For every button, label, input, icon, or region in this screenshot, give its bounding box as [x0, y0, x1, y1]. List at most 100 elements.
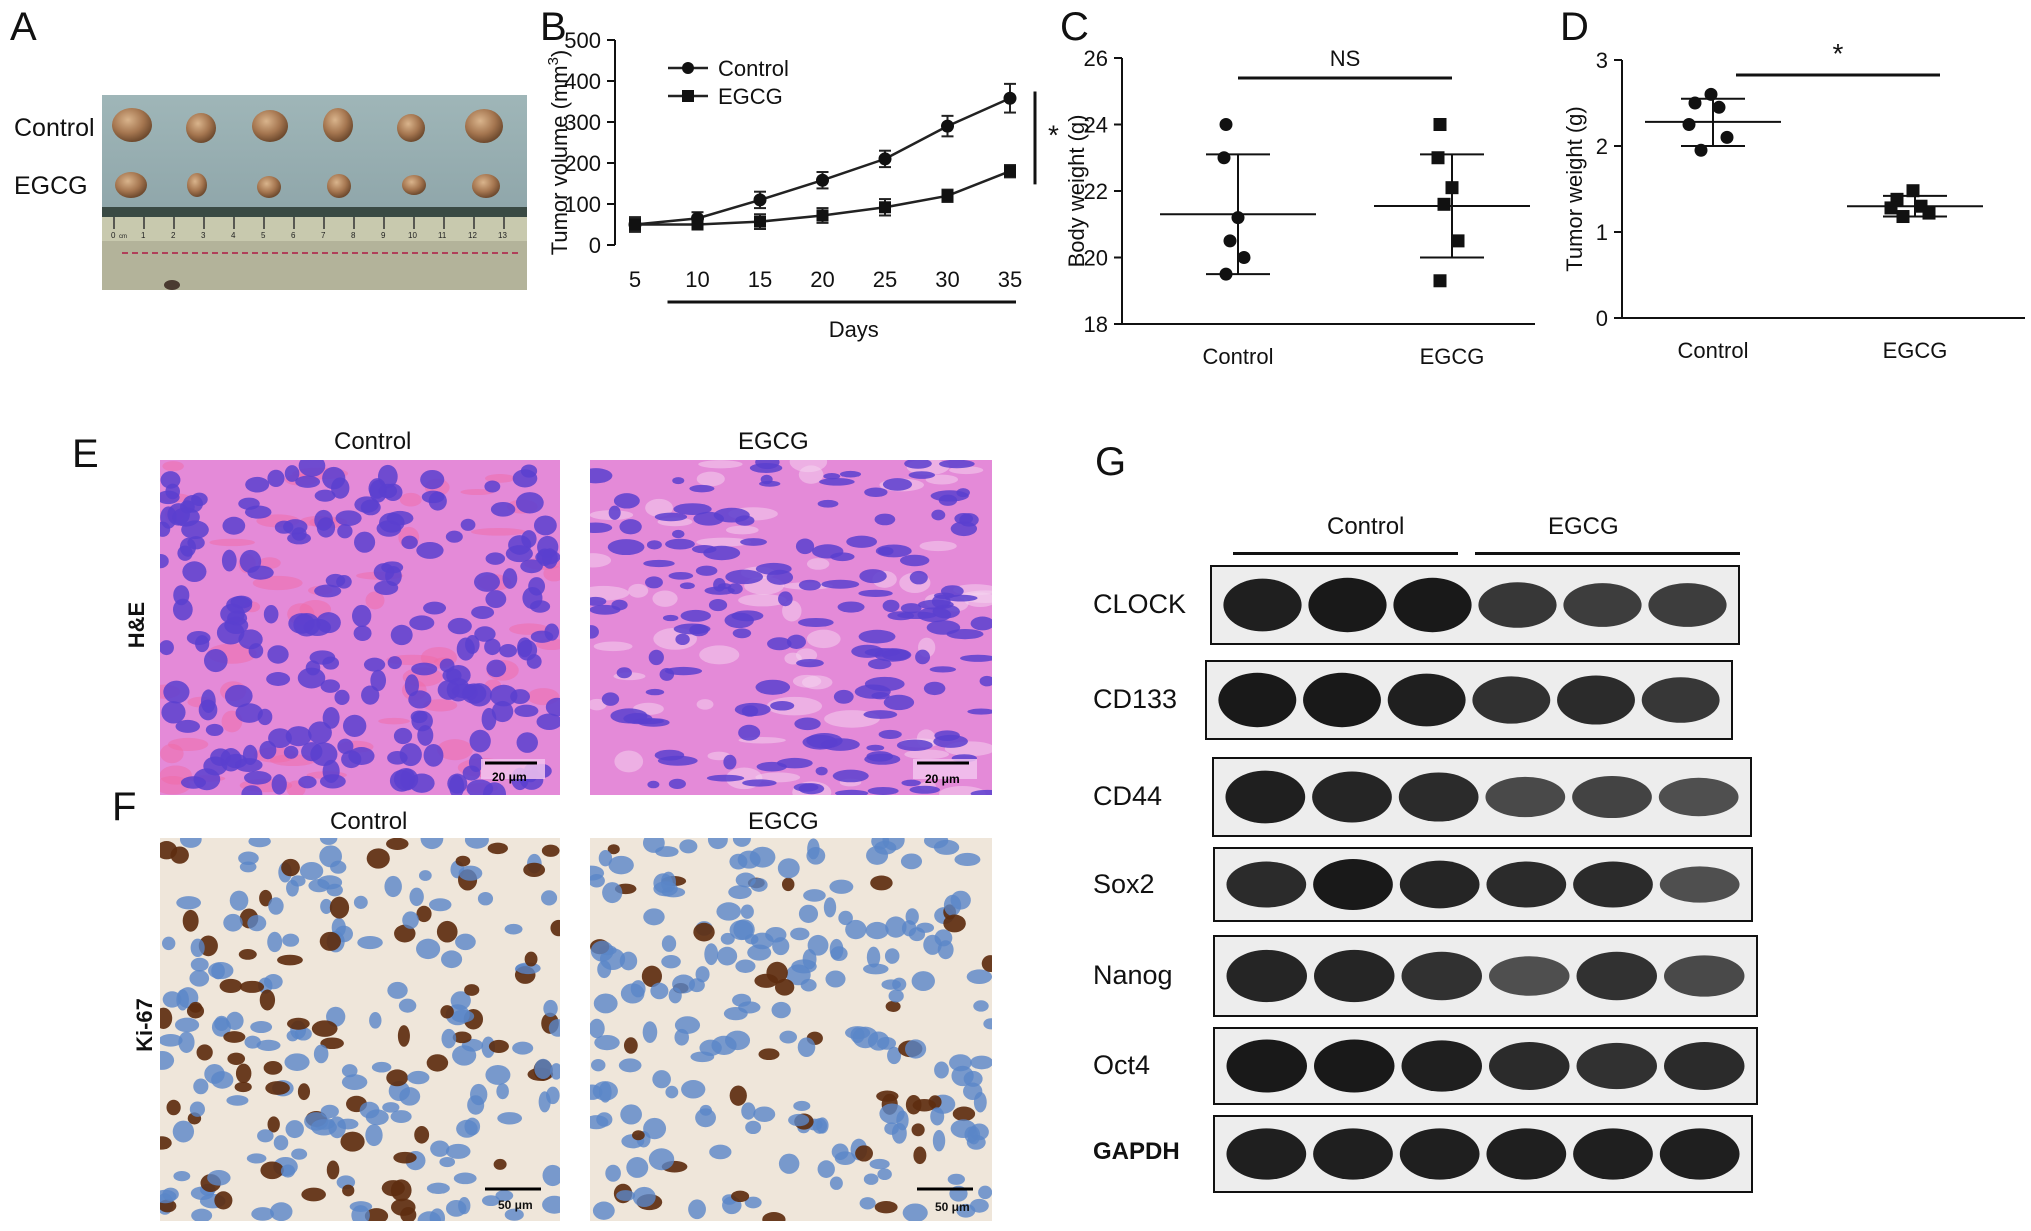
y-axis-label: Tumor volume (mm3): [545, 50, 572, 256]
blot-band: [1218, 672, 1297, 728]
y-tick-label: 18: [1084, 312, 1108, 337]
ruler-num-8: 8: [351, 231, 356, 240]
y-axis-label: Body weight (g): [1064, 115, 1089, 268]
data-point-egcg: [754, 215, 766, 228]
scale-bar-e-egcg-label: 20 μm: [925, 772, 960, 786]
blot-label-clock: CLOCK: [1093, 589, 1187, 619]
blot-band: [1401, 951, 1482, 1001]
ruler-num-4: 4: [231, 231, 236, 240]
blot-band: [1485, 776, 1566, 818]
ruler-num-5: 5: [261, 231, 266, 240]
data-point: [1219, 118, 1233, 131]
blot-band: [1489, 1042, 1570, 1090]
panel-b-chart: 0 100 200 300 400 500 5 10 15 20 25 30 35 Days Tumor v…: [545, 28, 1059, 342]
data-point-egcg: [691, 218, 704, 231]
tumor-photo: 0 cm 1 2 3 4 5 6 7 8 9 10 11 12 13: [102, 95, 527, 290]
data-point-egcg: [879, 201, 891, 214]
blot-band: [1399, 860, 1480, 909]
legend-marker: [682, 90, 694, 102]
y-tick-label: 0: [589, 233, 601, 258]
blot-band: [1223, 578, 1302, 632]
blot-strip-gapdh: [1213, 1115, 1753, 1193]
data-point-control: [816, 173, 829, 187]
panel-label-f: F: [112, 785, 137, 829]
blot-strip-sox2: [1213, 847, 1753, 922]
significance-label: NS: [1330, 46, 1361, 71]
blot-band: [1641, 677, 1720, 723]
panel-f-row-label: Ki-67: [131, 998, 157, 1052]
blot-band: [1659, 1128, 1740, 1180]
ruler-num-13: 13: [498, 231, 507, 240]
y-tick-label: 0: [1596, 306, 1608, 331]
x-tick-label: 5: [629, 267, 641, 292]
ruler-num-11: 11: [438, 231, 447, 240]
ruler-ticks: [113, 217, 505, 229]
data-point: [1231, 211, 1245, 225]
data-point-egcg: [629, 218, 641, 231]
group-line-control: [1233, 552, 1458, 555]
y-tick-label: 300: [564, 110, 601, 135]
blot-label-gapdh: GAPDH: [1093, 1138, 1180, 1165]
significance-label: *: [1833, 38, 1844, 69]
x-tick-label: 15: [748, 267, 772, 292]
data-point-control: [941, 119, 954, 133]
blot-band: [1576, 951, 1657, 1001]
blot-band: [1398, 772, 1479, 822]
x-axis-label: Days: [829, 317, 879, 342]
data-point-egcg: [941, 189, 954, 202]
data-point: [1720, 130, 1734, 144]
ruler-num-6: 6: [291, 231, 296, 240]
panel-label-g: G: [1095, 440, 1127, 484]
blot-band: [1226, 949, 1307, 1003]
blot-band: [1563, 583, 1642, 627]
y-tick-label: 100: [564, 192, 601, 217]
data-point-control: [878, 152, 892, 166]
data-point-control: [1003, 91, 1017, 105]
ruler-num-12: 12: [468, 231, 477, 240]
x-tick-label: Control: [1203, 344, 1274, 369]
blot-band: [1313, 1128, 1393, 1180]
data-point: [1688, 96, 1702, 110]
panel-label-b: B: [540, 5, 567, 49]
legend-label: EGCG: [718, 84, 783, 109]
x-tick-label: EGCG: [1883, 338, 1948, 363]
data-point: [1217, 151, 1231, 165]
y-tick-label: 1: [1596, 220, 1608, 245]
blot-band: [1576, 1042, 1657, 1090]
y-tick-label: 200: [564, 151, 601, 176]
blot-label-nanog: Nanog: [1093, 960, 1173, 990]
blot-strip-clock: [1210, 565, 1740, 645]
significance-star: *: [1048, 119, 1059, 150]
ruler-num-3: 3: [201, 231, 206, 240]
panel-g-group-label-control: Control: [1327, 513, 1405, 540]
he-image-egcg: [590, 460, 992, 795]
y-tick-label: 400: [564, 69, 601, 94]
data-point: [1694, 143, 1708, 157]
blot-band: [1393, 577, 1472, 633]
series-line-control: [634, 97, 1011, 226]
blot-band: [1314, 1039, 1395, 1093]
y-axis-label: Tumor weight (g): [1562, 106, 1587, 271]
panel-d-chart: 0 1 2 3 Tumor weight (g) Control EGCG *: [1562, 38, 2025, 363]
blot-strip-nanog: [1213, 935, 1758, 1017]
data-point: [1906, 184, 1920, 198]
y-tick-label: 2: [1596, 134, 1608, 159]
panel-label-d: D: [1560, 5, 1589, 49]
ruler-num-1: 1: [141, 231, 146, 240]
data-point: [1237, 251, 1251, 264]
data-point: [1431, 151, 1445, 165]
x-tick-label: EGCG: [1420, 344, 1485, 369]
he-image-control: [160, 460, 560, 795]
blot-band: [1308, 577, 1387, 633]
blot-strip-oct4: [1213, 1027, 1758, 1105]
y-tick-label: 20: [1084, 246, 1108, 271]
panel-a-row-label-control: Control: [14, 114, 95, 142]
data-point: [1223, 234, 1237, 248]
blot-band: [1303, 672, 1381, 728]
blot-band: [1664, 1042, 1745, 1090]
y-tick-label: 24: [1084, 113, 1108, 138]
panel-c-chart: 18 20 22 24 26 Body weight (g) Control EGCG NS: [1064, 46, 1535, 369]
blot-band: [1648, 583, 1727, 627]
x-tick-label: 20: [810, 267, 834, 292]
data-point: [1433, 118, 1447, 131]
